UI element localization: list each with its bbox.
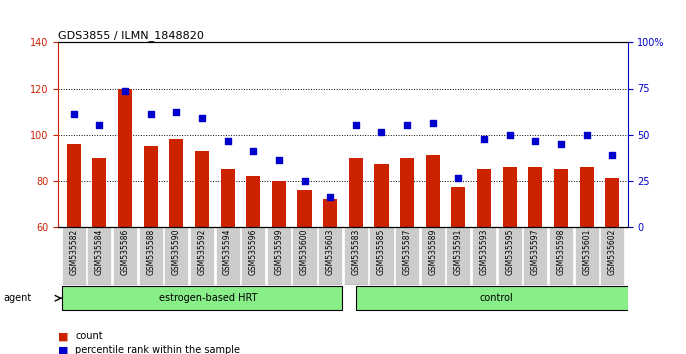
Bar (215, 227, 239, 285)
Point (196, 116, 207, 121)
Bar (267, 227, 291, 285)
Bar (190, 227, 214, 285)
Text: GSM535594: GSM535594 (223, 228, 232, 275)
Bar (323, 199, 338, 227)
Bar (503, 167, 517, 227)
Text: GSM535586: GSM535586 (121, 228, 130, 275)
Bar (62, 227, 86, 285)
Bar (375, 165, 388, 227)
Bar (292, 227, 316, 285)
Text: GSM535590: GSM535590 (172, 228, 181, 275)
Text: control: control (480, 293, 513, 303)
Point (145, 111, 156, 117)
Bar (356, 286, 637, 310)
Text: GSM535582: GSM535582 (69, 228, 78, 275)
Bar (113, 227, 137, 285)
Point (453, 176, 464, 181)
Text: GDS3855 / ILMN_1848820: GDS3855 / ILMN_1848820 (58, 30, 204, 41)
Text: GSM535585: GSM535585 (377, 228, 386, 275)
Bar (220, 169, 235, 227)
Bar (67, 144, 81, 227)
Bar (549, 227, 573, 285)
Point (581, 132, 592, 137)
Bar (298, 190, 311, 227)
Bar (575, 227, 599, 285)
Text: GSM535600: GSM535600 (300, 228, 309, 275)
Point (248, 148, 259, 154)
Bar (370, 227, 394, 285)
Bar (93, 158, 106, 227)
Text: GSM535587: GSM535587 (403, 228, 412, 275)
Text: GSM535602: GSM535602 (608, 228, 617, 275)
Bar (164, 227, 189, 285)
Bar (195, 151, 209, 227)
Text: count: count (75, 331, 103, 341)
Bar (600, 227, 624, 285)
Bar (348, 158, 363, 227)
Bar (143, 146, 158, 227)
Bar (400, 158, 414, 227)
Bar (344, 227, 368, 285)
Point (479, 136, 490, 142)
Bar (241, 227, 265, 285)
Bar (395, 227, 419, 285)
Text: GSM535588: GSM535588 (146, 228, 155, 275)
Bar (605, 178, 619, 227)
Text: GSM535591: GSM535591 (454, 228, 463, 275)
Bar (451, 188, 466, 227)
Point (299, 178, 310, 183)
Text: GSM535595: GSM535595 (505, 228, 514, 275)
Point (427, 120, 438, 126)
Text: GSM535583: GSM535583 (351, 228, 360, 275)
Text: ■: ■ (58, 346, 69, 354)
Text: GSM535598: GSM535598 (556, 228, 565, 275)
Point (119, 88, 130, 94)
Bar (421, 227, 445, 285)
Bar (528, 167, 543, 227)
Bar (87, 227, 111, 285)
Bar (580, 167, 593, 227)
Bar (118, 88, 132, 227)
Text: ■: ■ (58, 331, 69, 341)
Point (94, 122, 105, 128)
Point (376, 130, 387, 135)
Point (504, 132, 515, 137)
Bar (447, 227, 471, 285)
Point (324, 194, 335, 200)
Text: GSM535593: GSM535593 (480, 228, 488, 275)
Text: GSM535584: GSM535584 (95, 228, 104, 275)
Point (171, 109, 182, 114)
Point (401, 122, 412, 128)
Bar (246, 176, 260, 227)
Text: agent: agent (3, 293, 32, 303)
Text: GSM535597: GSM535597 (531, 228, 540, 275)
Point (556, 141, 567, 147)
Bar (477, 169, 491, 227)
Bar (523, 227, 547, 285)
Text: GSM535599: GSM535599 (274, 228, 283, 275)
Bar (139, 227, 163, 285)
Text: GSM535589: GSM535589 (428, 228, 437, 275)
Point (274, 157, 285, 163)
Point (530, 139, 541, 144)
Text: GSM535596: GSM535596 (249, 228, 258, 275)
Text: estrogen-based HRT: estrogen-based HRT (158, 293, 257, 303)
Point (68, 111, 79, 117)
Bar (272, 181, 286, 227)
Bar (472, 227, 496, 285)
Bar (318, 227, 342, 285)
Bar (62, 286, 342, 310)
Text: percentile rank within the sample: percentile rank within the sample (75, 346, 241, 354)
Point (607, 153, 618, 158)
Bar (169, 139, 183, 227)
Bar (497, 227, 522, 285)
Text: GSM535603: GSM535603 (326, 228, 335, 275)
Point (222, 139, 233, 144)
Bar (554, 169, 568, 227)
Text: GSM535601: GSM535601 (582, 228, 591, 275)
Text: GSM535592: GSM535592 (198, 228, 206, 275)
Point (351, 122, 362, 128)
Bar (426, 155, 440, 227)
